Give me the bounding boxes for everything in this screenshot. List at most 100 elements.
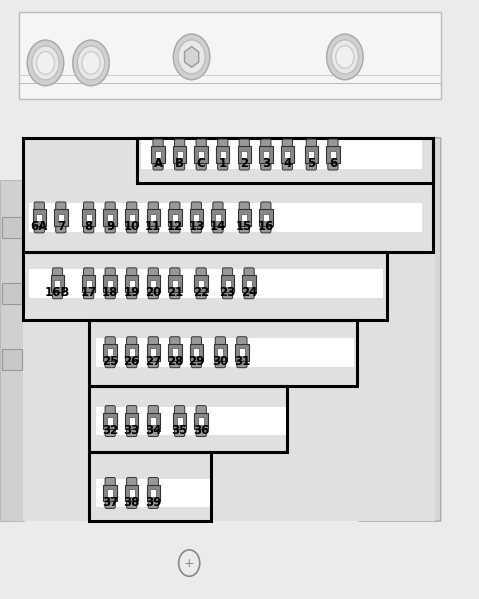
FancyBboxPatch shape xyxy=(191,202,202,211)
Bar xyxy=(263,214,269,221)
Bar xyxy=(172,280,178,287)
FancyBboxPatch shape xyxy=(105,427,115,437)
Bar xyxy=(36,214,42,221)
Bar xyxy=(86,214,91,221)
Bar xyxy=(150,349,156,356)
Bar xyxy=(125,485,138,501)
FancyBboxPatch shape xyxy=(196,139,206,149)
FancyBboxPatch shape xyxy=(56,202,66,211)
Bar xyxy=(2,349,22,370)
FancyBboxPatch shape xyxy=(174,406,185,415)
FancyBboxPatch shape xyxy=(34,223,45,233)
FancyBboxPatch shape xyxy=(217,161,228,170)
Bar xyxy=(198,151,204,158)
Text: 24: 24 xyxy=(241,286,257,299)
Bar xyxy=(285,151,290,158)
Circle shape xyxy=(36,52,55,74)
Bar xyxy=(235,344,249,361)
Bar xyxy=(259,146,273,163)
Bar xyxy=(330,151,336,158)
Bar xyxy=(86,280,91,287)
FancyBboxPatch shape xyxy=(261,202,271,211)
Bar xyxy=(96,338,354,367)
FancyBboxPatch shape xyxy=(191,337,202,346)
Bar xyxy=(194,275,208,292)
FancyBboxPatch shape xyxy=(170,337,180,346)
Text: 31: 31 xyxy=(234,355,250,368)
FancyBboxPatch shape xyxy=(56,223,66,233)
Bar xyxy=(107,489,113,497)
Bar xyxy=(215,214,221,221)
Text: 6: 6 xyxy=(329,158,337,170)
Text: 23: 23 xyxy=(219,286,236,299)
Text: 16B: 16B xyxy=(45,286,70,299)
FancyBboxPatch shape xyxy=(126,337,137,346)
Bar xyxy=(29,269,383,298)
Text: 13: 13 xyxy=(188,220,205,233)
Bar xyxy=(194,349,199,356)
Text: 2: 2 xyxy=(240,158,248,170)
Bar xyxy=(177,418,182,425)
Bar xyxy=(194,146,208,163)
FancyBboxPatch shape xyxy=(196,406,206,415)
FancyBboxPatch shape xyxy=(328,161,338,170)
Text: 15: 15 xyxy=(236,220,252,233)
Circle shape xyxy=(178,40,205,74)
Text: 37: 37 xyxy=(102,496,118,509)
Bar xyxy=(246,280,252,287)
Text: 18: 18 xyxy=(102,286,118,299)
FancyBboxPatch shape xyxy=(148,268,159,277)
Circle shape xyxy=(78,46,104,80)
Bar xyxy=(281,146,294,163)
Text: 9: 9 xyxy=(106,220,114,233)
Bar xyxy=(326,146,340,163)
FancyBboxPatch shape xyxy=(306,161,317,170)
Bar xyxy=(125,209,138,226)
FancyBboxPatch shape xyxy=(148,289,159,299)
Bar xyxy=(107,349,113,356)
FancyBboxPatch shape xyxy=(105,358,115,368)
FancyBboxPatch shape xyxy=(191,223,202,233)
FancyBboxPatch shape xyxy=(126,499,137,509)
FancyBboxPatch shape xyxy=(215,337,226,346)
FancyBboxPatch shape xyxy=(105,337,115,346)
FancyBboxPatch shape xyxy=(126,477,137,487)
Bar xyxy=(150,418,156,425)
FancyBboxPatch shape xyxy=(153,161,163,170)
Bar xyxy=(137,138,433,183)
FancyBboxPatch shape xyxy=(174,139,185,149)
Bar xyxy=(239,349,245,356)
Bar xyxy=(19,12,441,99)
FancyBboxPatch shape xyxy=(328,139,338,149)
FancyBboxPatch shape xyxy=(174,161,185,170)
Bar xyxy=(217,349,223,356)
FancyBboxPatch shape xyxy=(191,358,202,368)
Bar xyxy=(173,413,186,429)
Text: 29: 29 xyxy=(188,355,205,368)
Bar xyxy=(107,418,113,425)
Circle shape xyxy=(327,34,363,80)
Bar xyxy=(308,151,314,158)
FancyBboxPatch shape xyxy=(222,268,233,277)
Text: 1: 1 xyxy=(219,158,227,170)
Text: 17: 17 xyxy=(80,286,97,299)
Text: 8: 8 xyxy=(84,220,93,233)
FancyBboxPatch shape xyxy=(148,358,159,368)
Text: 20: 20 xyxy=(145,286,161,299)
FancyBboxPatch shape xyxy=(282,161,293,170)
FancyBboxPatch shape xyxy=(83,289,94,299)
Text: 12: 12 xyxy=(167,220,183,233)
Circle shape xyxy=(336,46,354,68)
FancyBboxPatch shape xyxy=(239,202,250,211)
Bar xyxy=(103,485,117,501)
Bar xyxy=(82,209,95,226)
Bar xyxy=(150,489,156,497)
Bar xyxy=(198,418,204,425)
Bar xyxy=(225,280,230,287)
FancyBboxPatch shape xyxy=(215,358,226,368)
Bar xyxy=(23,252,387,320)
Bar xyxy=(305,146,318,163)
FancyBboxPatch shape xyxy=(239,139,250,149)
FancyBboxPatch shape xyxy=(105,268,115,277)
Bar xyxy=(23,138,433,252)
